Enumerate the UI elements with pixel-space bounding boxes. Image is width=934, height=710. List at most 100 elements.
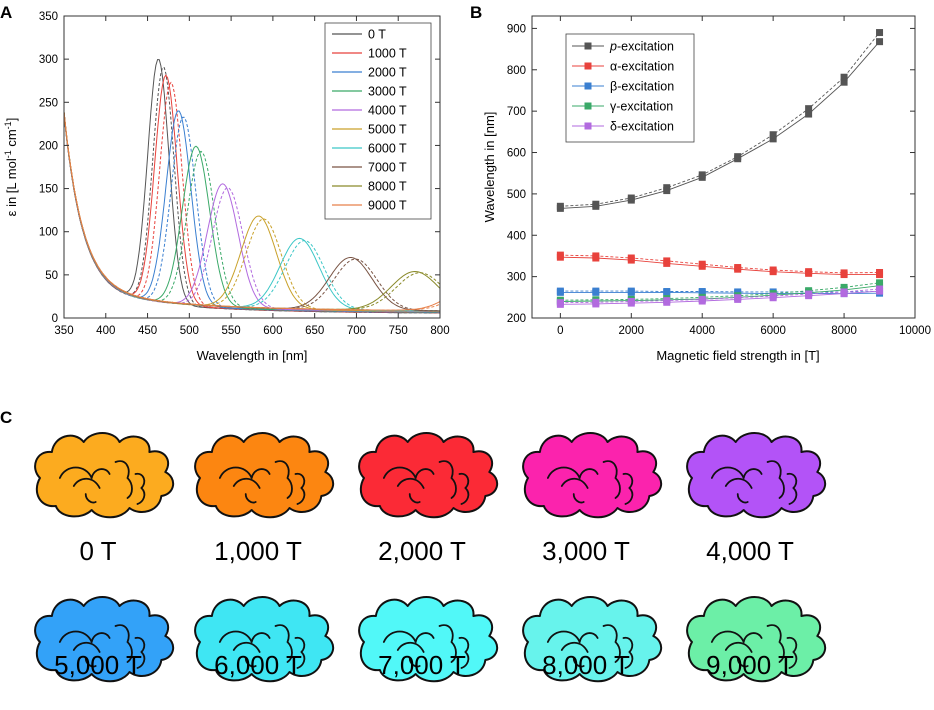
chart-a-x-axis: 350 400 450 500 550 600 650 700 750 800: [54, 16, 450, 337]
brain-fold: [560, 477, 589, 489]
brain-fold: [622, 636, 634, 669]
chart-b-point: [556, 202, 564, 210]
brain-fold: [724, 477, 753, 489]
chart-b-legend-marker: [584, 42, 592, 50]
brain-fold: [458, 472, 470, 505]
chart-b-y-tick-label: 200: [507, 313, 526, 325]
brain-fold: [84, 493, 97, 504]
chart-b-legend-label: p-excitation: [609, 40, 674, 54]
brain-shape: [194, 596, 335, 683]
chart-b-point: [663, 297, 671, 305]
chart-b-point: [876, 285, 884, 293]
chart-b-line-4-dashed: [560, 288, 880, 304]
chart-a-curves: [64, 58, 440, 314]
brain-fold: [736, 657, 749, 668]
chart-a-y-tick-label: 250: [39, 97, 58, 109]
chart-b-point: [769, 131, 777, 139]
brain-shape: [358, 432, 499, 519]
chart-b-y-tick-label: 500: [507, 189, 526, 201]
chart-a-x-tick-label: 750: [389, 325, 408, 337]
chart-b-x-tick-label: 10000: [899, 325, 931, 337]
brain-fold: [294, 472, 306, 505]
brain-fold: [546, 466, 581, 479]
chart-b-point: [876, 29, 884, 37]
chart-b-point: [734, 153, 742, 161]
brain-fold: [546, 630, 581, 643]
chart-b-point: [627, 194, 635, 202]
chart-b-legend-label: δ-excitation: [610, 120, 674, 134]
brain-fold: [274, 624, 293, 663]
brain-fold: [742, 468, 763, 479]
brain-swatch-label: 3,000 T: [542, 536, 630, 566]
chart-a-x-label: Wavelength in [nm]: [197, 348, 308, 363]
brain-fold: [274, 460, 293, 499]
chart-b-y-tick-label: 400: [507, 230, 526, 242]
chart-b-point: [805, 268, 813, 276]
chart-b-legend-label: α-excitation: [610, 60, 674, 74]
chart-b-y-tick-label: 900: [507, 23, 526, 35]
brain-fold: [218, 630, 253, 643]
brain-fold: [578, 468, 599, 479]
chart-b-point: [876, 279, 884, 287]
brain-fold: [408, 657, 421, 668]
chart-a-legend-label: 5000 T: [368, 123, 407, 137]
brain-fold: [84, 657, 97, 668]
brain-color-swatches: 0 T 1,000 T 2,000 T 3,000 T 4,000 T 5,000 T 6,…: [34, 432, 827, 683]
brain-fold: [710, 630, 745, 643]
brain-fold: [232, 641, 261, 653]
chart-b-point: [698, 171, 706, 179]
brain-fold: [458, 636, 470, 669]
chart-b-legend-marker: [584, 82, 592, 90]
chart-b-point: [698, 288, 706, 296]
chart-b-point: [556, 287, 564, 295]
chart-a-x-tick-label: 600: [263, 325, 282, 337]
chart-a-absorption-spectra: 350 400 450 500 550 600 650 700 750 800 0 50 100 150…: [3, 11, 450, 363]
brain-fold: [114, 460, 133, 499]
brain-fold: [244, 493, 257, 504]
chart-a-legend-label: 7000 T: [368, 161, 407, 175]
chart-a-y-label: ε in [L mol-1 cm-1]: [3, 118, 19, 217]
brain-fold: [786, 636, 798, 669]
chart-b-point: [627, 287, 635, 295]
chart-b-line-2: [560, 291, 880, 295]
chart-a-y-tick-label: 350: [39, 11, 58, 23]
brain-swatch-label: 7,000 T: [378, 650, 466, 680]
chart-b-point: [805, 105, 813, 113]
chart-b-point: [627, 297, 635, 305]
chart-b-x-tick-label: 4000: [689, 325, 715, 337]
brain-fold: [736, 493, 749, 504]
chart-b-point: [734, 294, 742, 302]
chart-b-point: [663, 184, 671, 192]
chart-b-x-tick-label: 6000: [760, 325, 786, 337]
chart-b-point: [769, 292, 777, 300]
chart-b-point: [592, 287, 600, 295]
chart-a-y-tick-label: 150: [39, 184, 58, 196]
chart-b-y-tick-label: 300: [507, 272, 526, 284]
chart-b-line-1-dashed: [560, 254, 880, 274]
brain-fold: [710, 466, 745, 479]
chart-a-y-tick-label: 50: [45, 270, 58, 282]
chart-a-x-tick-label: 700: [347, 325, 366, 337]
brain-swatch: [358, 596, 499, 683]
chart-b-x-tick-label: 8000: [831, 325, 857, 337]
brain-fold: [396, 641, 425, 653]
chart-b-x-tick-label: 2000: [618, 325, 644, 337]
chart-b-point: [592, 252, 600, 260]
brain-fold: [134, 472, 146, 505]
chart-b-point: [734, 264, 742, 272]
chart-b-point: [698, 295, 706, 303]
chart-a-legend: 0 T 1000 T 2000 T 3000 T 4000 T 5000 T 6000 T 7…: [324, 22, 432, 220]
brain-swatch-label: 1,000 T: [214, 536, 302, 566]
chart-b-x-tick-label: 0: [557, 325, 563, 337]
brain-fold: [602, 624, 621, 663]
chart-b-fit-lines: [560, 32, 880, 305]
brain-fold: [90, 468, 111, 479]
brain-fold: [250, 632, 271, 643]
brain-fold: [396, 477, 425, 489]
brain-fold: [72, 641, 101, 653]
chart-b-point: [805, 110, 813, 118]
chart-a-y-tick-label: 300: [39, 54, 58, 66]
chart-b-point: [592, 200, 600, 208]
brain-swatch-label: 4,000 T: [706, 536, 794, 566]
chart-a-legend-label: 0 T: [368, 28, 386, 42]
